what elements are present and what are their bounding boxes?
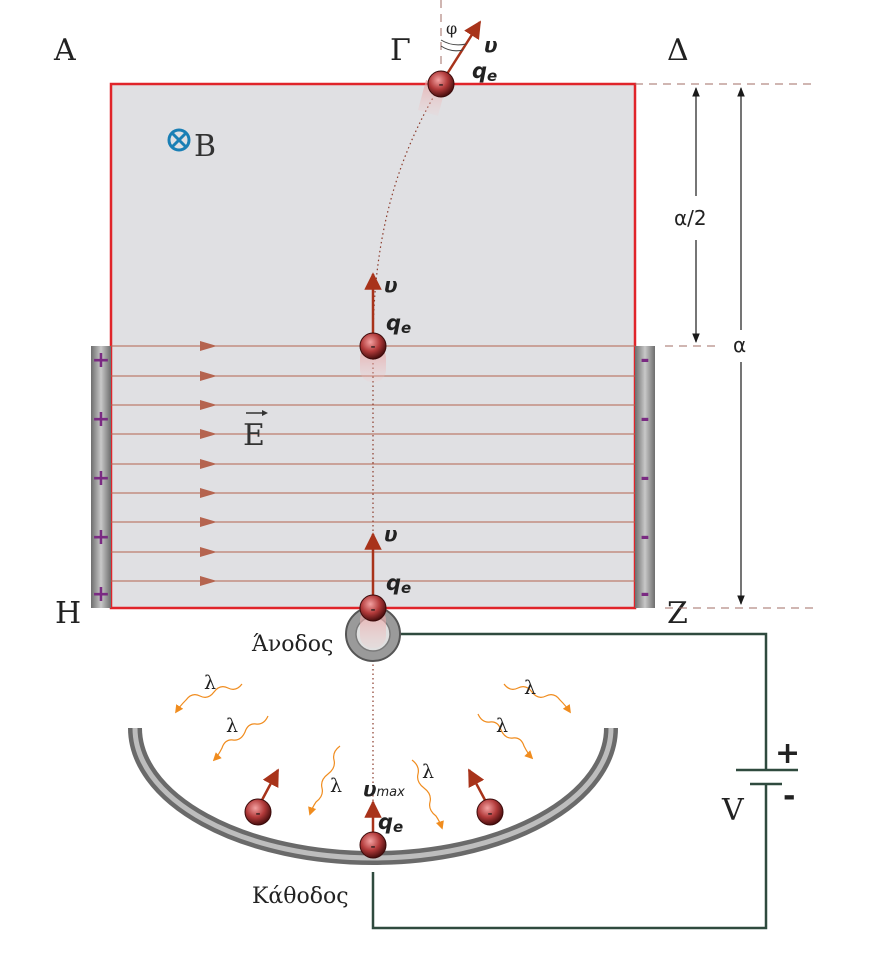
velocity-label-exit: υ (484, 33, 498, 57)
svg-text:-: - (640, 582, 649, 607)
velocity-labels: υ υ υ υmax (363, 33, 498, 801)
charge-label-mid: qe (386, 311, 411, 337)
photon-label-5: λ (496, 715, 508, 737)
cathode-label: Κάθοδος (252, 884, 349, 909)
electron-cathode-left: - (244, 798, 272, 826)
svg-text:-: - (640, 407, 649, 432)
dim-full-label: α (733, 333, 746, 357)
svg-text:-: - (370, 839, 375, 855)
photon-label-2: λ (226, 715, 238, 737)
field-line-arrowheads (200, 341, 217, 586)
electron-top: - (427, 70, 455, 98)
svg-text:-: - (370, 339, 375, 355)
dimension-half: α/2 (674, 87, 707, 343)
negative-plate (635, 346, 655, 608)
negative-signs: - - - - - (640, 348, 649, 607)
velocity-label-mid: υ (384, 273, 398, 297)
svg-text:-: - (370, 602, 375, 618)
corner-label-h: Η (55, 596, 81, 631)
svg-text:+: + (92, 466, 110, 491)
photon-labels: λ λ λ λ λ λ (204, 672, 536, 797)
electron-cathode-right: - (476, 798, 504, 826)
corner-label-z: Ζ (667, 596, 688, 631)
corner-label-delta: Δ (667, 33, 689, 68)
svg-text:-: - (640, 348, 649, 373)
e-field-label-group: E (243, 410, 268, 453)
photon-label-3: λ (330, 775, 342, 797)
velocity-arrow-cathode-right (467, 768, 487, 801)
battery-minus-sign: - (783, 779, 795, 814)
svg-text:-: - (640, 466, 649, 491)
b-field-label: B (194, 129, 216, 164)
positive-plate (91, 346, 111, 608)
charge-label-cathode: qe (378, 810, 403, 836)
corner-label-gamma: Γ (390, 33, 411, 68)
velocity-arrow-cathode-left (260, 768, 280, 801)
voltage-label: V (721, 793, 745, 828)
charge-label-entry: qe (386, 571, 411, 597)
charge-label-exit: qe (472, 59, 497, 85)
dimension-full: α (733, 87, 746, 605)
svg-text:+: + (92, 348, 110, 373)
svg-text:+: + (92, 525, 110, 550)
circuit-wires (371, 632, 798, 930)
angle-phi-indicator: φ (440, 19, 467, 52)
electron-mid: - (359, 332, 387, 360)
anode-label: Άνοδος (251, 632, 333, 657)
svg-text:-: - (255, 806, 260, 822)
svg-text:+: + (92, 407, 110, 432)
battery-plus-sign: + (775, 736, 800, 771)
velocity-arrow-exit (445, 20, 482, 75)
svg-text:-: - (438, 77, 443, 93)
e-field-label: E (243, 418, 265, 453)
photon-label-4: λ (422, 761, 434, 783)
photon-label-6: λ (524, 677, 536, 699)
velocity-label-entry: υ (384, 522, 398, 546)
positive-signs: + + + + + (92, 348, 110, 607)
velocity-arrows (260, 20, 487, 832)
charge-labels: qe qe qe qe (378, 59, 497, 836)
into-page-icon (167, 128, 191, 152)
dashed-guides (440, 0, 815, 609)
velocity-label-max: υmax (363, 777, 405, 801)
photon-label-1: λ (204, 672, 216, 694)
corner-label-a: Α (53, 33, 76, 68)
angle-phi-label: φ (446, 19, 457, 38)
svg-text:-: - (487, 806, 492, 822)
svg-text:-: - (640, 525, 649, 550)
electron-trajectory (372, 83, 442, 846)
electron-entry: - (359, 594, 387, 622)
dim-half-label: α/2 (674, 206, 707, 230)
svg-text:+: + (92, 582, 110, 607)
electron-cathode-center: - (359, 831, 387, 859)
photon-rays (175, 683, 571, 830)
